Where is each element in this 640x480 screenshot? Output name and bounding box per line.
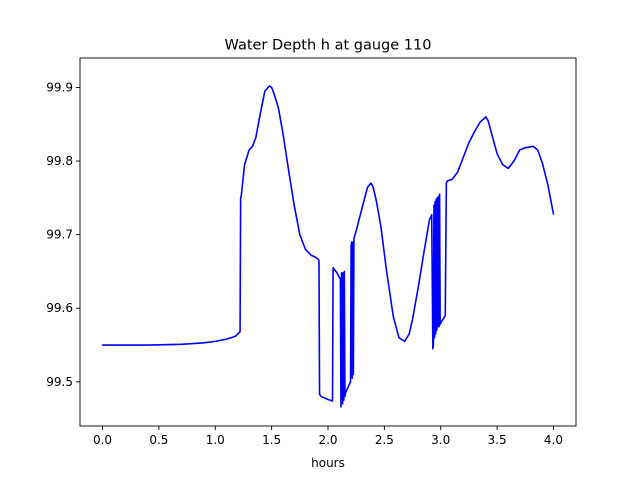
chart-title: Water Depth h at gauge 110	[225, 38, 432, 54]
plot-area: 0.0 0.5 1.0 1.5 2.0 2.5 3.0 3.5 4.0 99.5 99.6 99.7 9…	[46, 57, 577, 447]
x-tick-label: 1.5	[262, 433, 281, 447]
x-tick-label: 4.0	[544, 433, 563, 447]
y-tick-label: 99.9	[46, 80, 73, 94]
x-tick-label: 3.5	[488, 433, 507, 447]
series-line-0	[101, 85, 555, 408]
x-tick-label: 2.0	[318, 433, 337, 447]
x-tick-label: 1.0	[206, 433, 225, 447]
y-tick-label: 99.5	[46, 375, 73, 389]
y-tick-label: 99.7	[46, 228, 73, 242]
x-axis-title: hours	[311, 456, 345, 470]
x-tick-label: 2.5	[375, 433, 394, 447]
y-tick-label: 99.6	[46, 301, 73, 315]
x-tick-label: 3.0	[431, 433, 450, 447]
x-tick-label: 0.0	[93, 433, 112, 447]
x-tick-label: 0.5	[149, 433, 168, 447]
y-tick-label: 99.8	[46, 154, 73, 168]
